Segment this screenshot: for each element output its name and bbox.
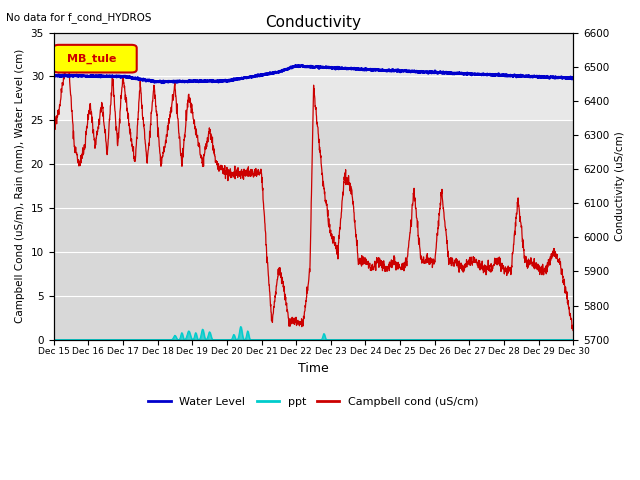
Text: No data for f_cond_HYDROS: No data for f_cond_HYDROS	[6, 12, 152, 23]
FancyBboxPatch shape	[54, 45, 137, 72]
Bar	[54, 33, 573, 120]
Title: Conductivity: Conductivity	[266, 15, 362, 30]
X-axis label: Time: Time	[298, 362, 329, 375]
Legend: Water Level, ppt, Campbell cond (uS/cm): Water Level, ppt, Campbell cond (uS/cm)	[144, 392, 483, 411]
Bar	[54, 120, 573, 340]
Text: MB_tule: MB_tule	[67, 54, 116, 64]
Y-axis label: Campbell Cond (uS/m), Rain (mm), Water Level (cm): Campbell Cond (uS/m), Rain (mm), Water L…	[15, 49, 25, 324]
Y-axis label: Conductivity (uS/cm): Conductivity (uS/cm)	[615, 132, 625, 241]
